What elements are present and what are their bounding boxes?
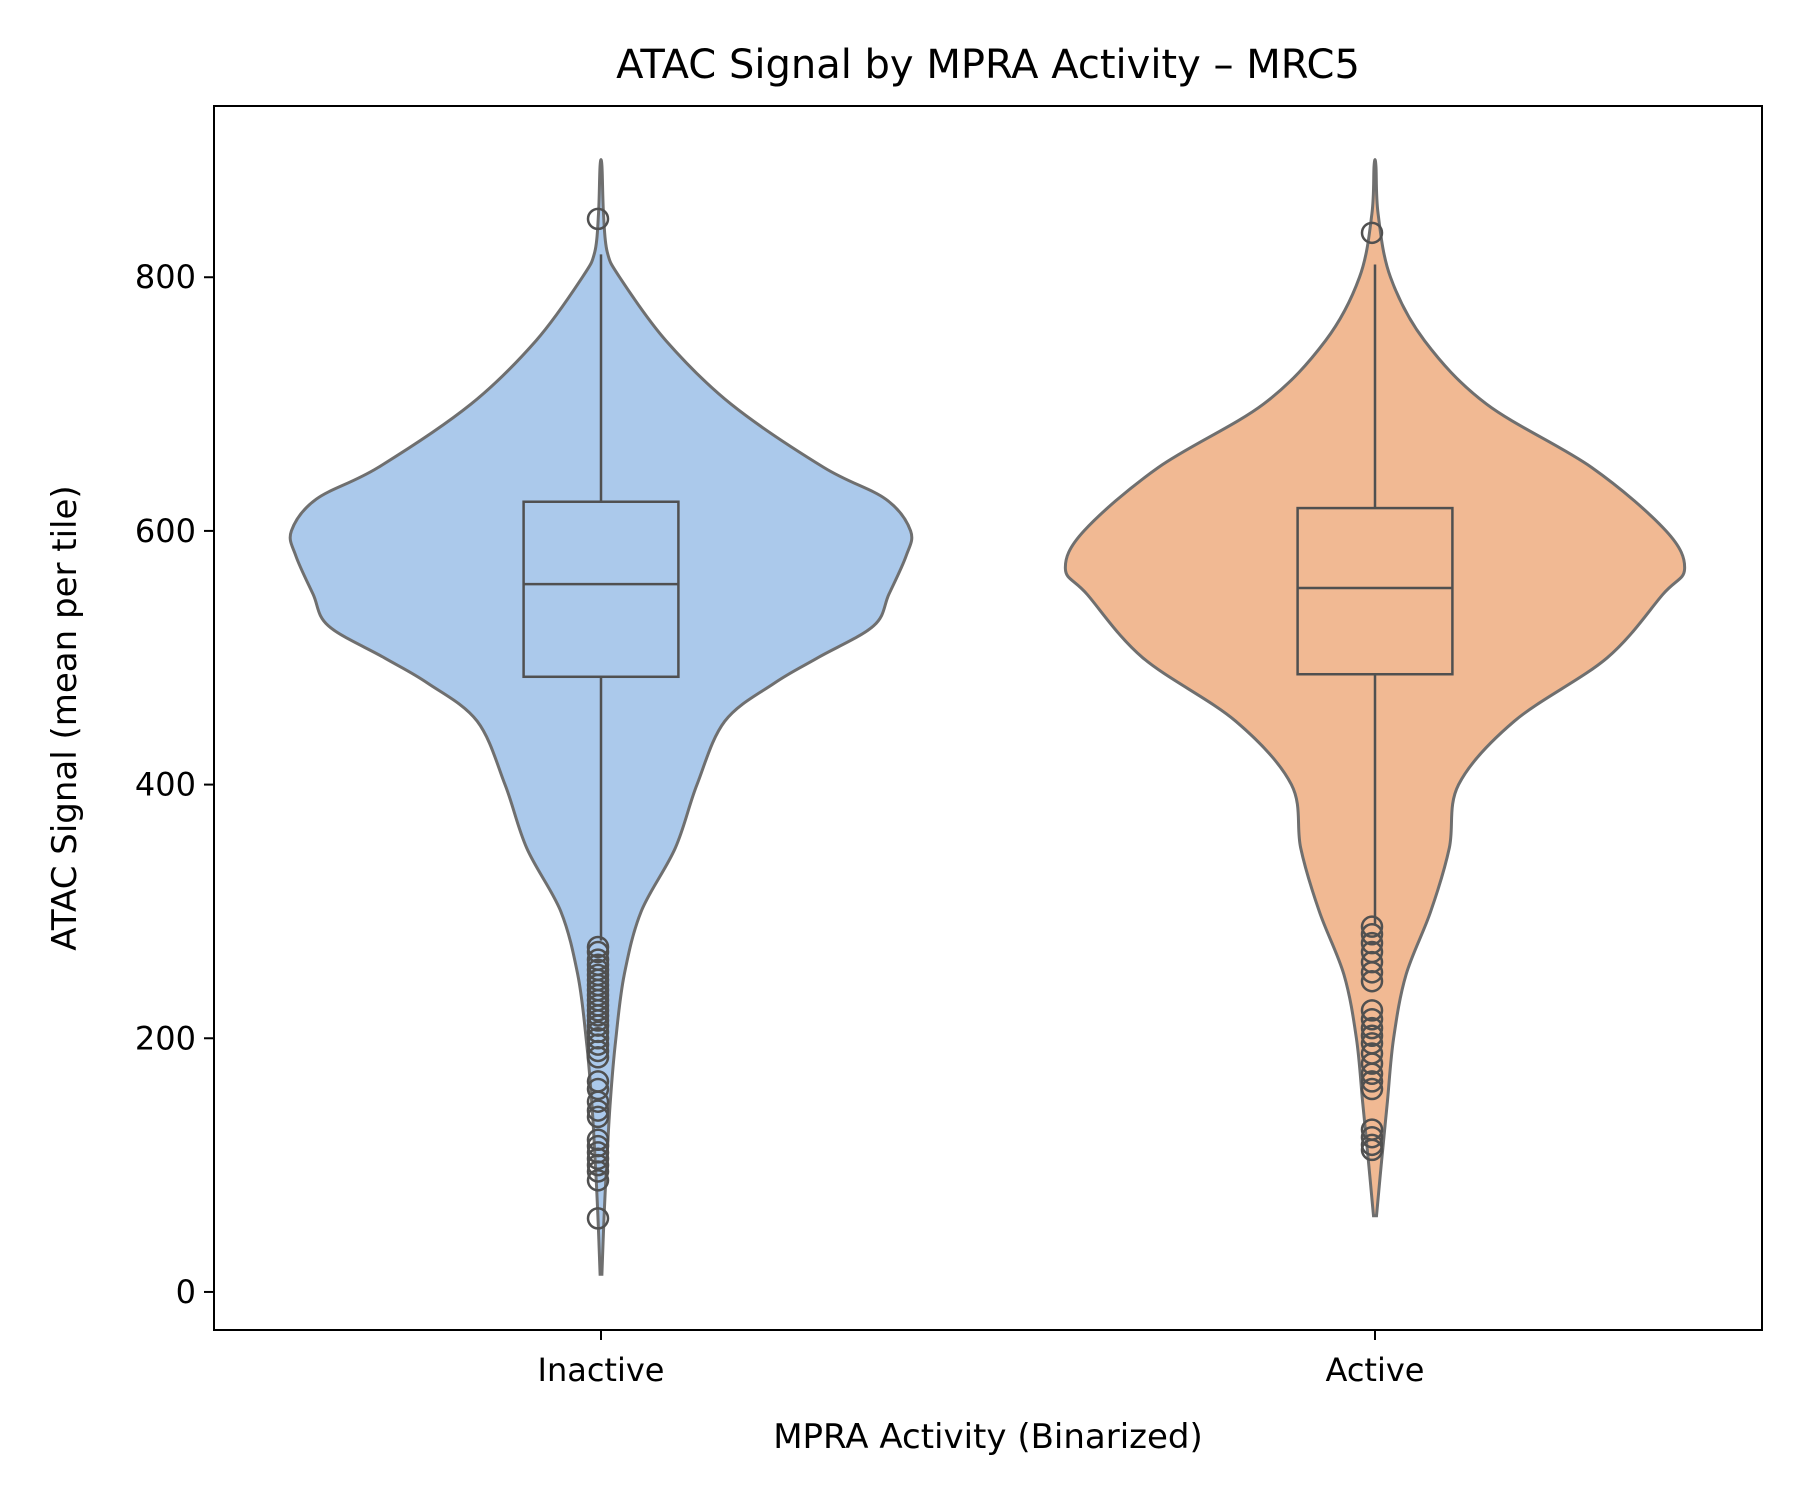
outlier-point-active	[1360, 915, 1384, 938]
y-tick-label-400: 400	[135, 766, 196, 804]
outlier-point-active	[1360, 1077, 1384, 1101]
outlier-point-active	[1360, 1052, 1384, 1075]
outlier-point-inactive	[586, 1207, 610, 1230]
chart-title: ATAC Signal by MPRA Activity – MRC5	[616, 42, 1360, 88]
outlier-point-inactive	[586, 1169, 610, 1192]
outlier-point-active	[1360, 1070, 1384, 1093]
outlier-point-inactive	[586, 1147, 610, 1171]
outlier-point-active	[1360, 221, 1384, 245]
x-tick-label-active: Active	[1326, 1351, 1425, 1389]
outlier-point-active	[1360, 999, 1384, 1022]
outlier-point-inactive	[586, 1090, 610, 1113]
outlier-point-inactive	[586, 1105, 610, 1129]
outlier-point-active	[1360, 1062, 1384, 1086]
outlier-point-inactive	[586, 1039, 610, 1063]
outlier-point-active	[1360, 1138, 1384, 1162]
outlier-point-active	[1360, 961, 1384, 984]
y-tick-label-600: 600	[135, 512, 196, 550]
plot-area	[213, 105, 1763, 1331]
plot-frame	[213, 105, 1763, 1331]
boxplots	[522, 254, 1454, 941]
outlier-points	[586, 207, 1384, 1230]
outlier-point-active	[1360, 1024, 1384, 1047]
outlier-point-inactive	[586, 1046, 610, 1069]
box-inactive	[522, 500, 680, 679]
outlier-point-active	[1360, 1125, 1384, 1149]
outlier-point-inactive	[586, 207, 610, 231]
outlier-point-inactive	[586, 940, 610, 964]
outlier-point-active	[1360, 1016, 1384, 1040]
x-axis: Inactive Active	[538, 1330, 1425, 1389]
outlier-point-active	[1360, 1007, 1384, 1031]
outlier-point-active	[1360, 923, 1384, 946]
box-active	[1296, 506, 1454, 676]
y-tick-label-800: 800	[135, 258, 196, 296]
outlier-point-inactive	[586, 1033, 610, 1056]
outlier-point-inactive	[586, 1160, 610, 1183]
y-axis: 0 200 400 600 800	[135, 258, 214, 1311]
outlier-point-inactive	[586, 1153, 610, 1177]
x-tick-label-inactive: Inactive	[538, 1351, 665, 1389]
outlier-point-inactive	[586, 1077, 610, 1101]
y-tick-label-0: 0	[176, 1273, 196, 1311]
x-axis-label: MPRA Activity (Binarized)	[773, 1417, 1203, 1457]
y-axis-label: ATAC Signal (mean per tile)	[45, 485, 85, 950]
outlier-point-active	[1360, 969, 1384, 993]
outlier-point-inactive	[586, 1099, 610, 1122]
y-tick-label-200: 200	[135, 1019, 196, 1057]
